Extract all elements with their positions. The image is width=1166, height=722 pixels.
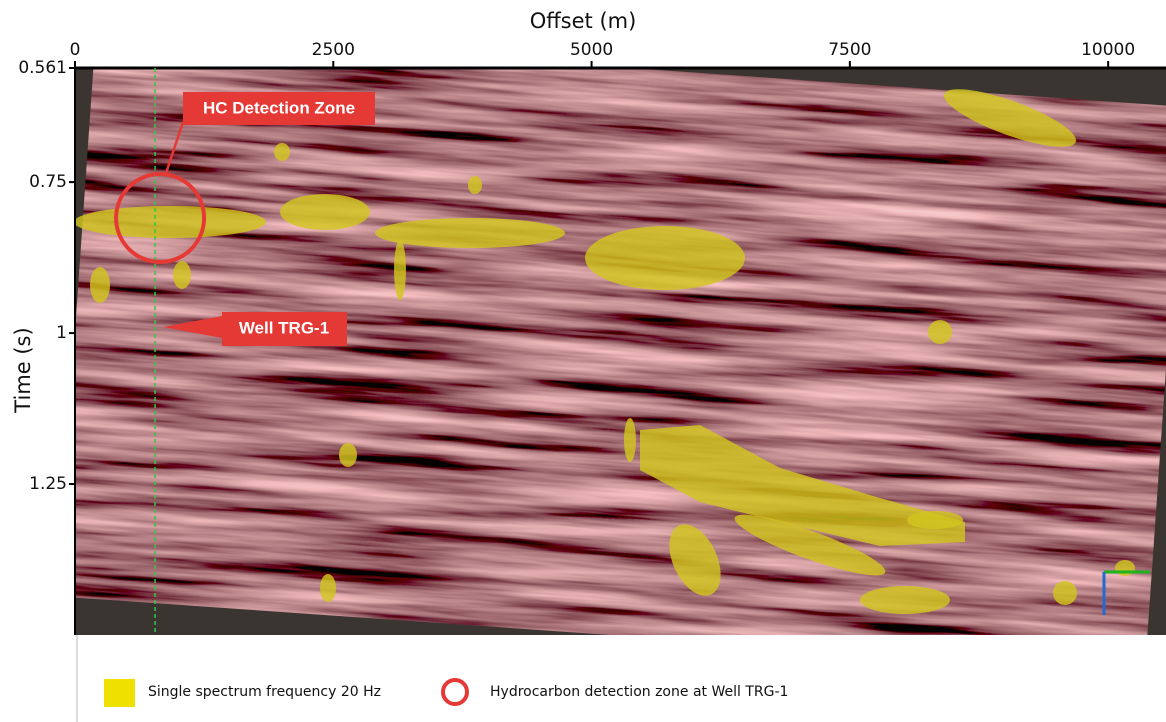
y-tick-label: 0.75: [29, 172, 67, 192]
x-tick-label: 0: [70, 40, 81, 60]
x-tick-label: 2500: [312, 40, 355, 60]
annotation-box: [183, 92, 375, 125]
compass: [1102, 570, 1150, 615]
legend-label: Single spectrum frequency 20 Hz: [148, 684, 381, 700]
x-axis-title: Offset (m): [530, 9, 637, 33]
amplitude-anomalies: [75, 89, 1135, 614]
x-tick-label: 7500: [828, 40, 871, 60]
legend-swatch: [104, 679, 135, 707]
annotation-box: [222, 312, 347, 346]
x-tick-label: 5000: [570, 40, 613, 60]
legend-marker: [441, 678, 469, 706]
hc-zone-circle: [114, 172, 207, 264]
y-tick-label: 0.561: [18, 58, 67, 78]
legend-label: Hydrocarbon detection zone at Well TRG-1: [490, 684, 788, 700]
legend: Single spectrum frequency 20 Hz Hydrocar…: [104, 678, 788, 707]
y-axis-title: Time (s): [11, 327, 35, 413]
x-tick-label: 10000: [1081, 40, 1135, 60]
seismic-section: [75, 68, 1166, 635]
y-tick-label: 1: [56, 323, 67, 343]
annotation: HC Detection Zone: [203, 98, 355, 117]
annotation-leader: [163, 121, 185, 177]
annotation: Well TRG-1: [239, 318, 329, 337]
annotation-arrow: [163, 316, 222, 338]
y-tick-label: 1.25: [29, 474, 67, 494]
